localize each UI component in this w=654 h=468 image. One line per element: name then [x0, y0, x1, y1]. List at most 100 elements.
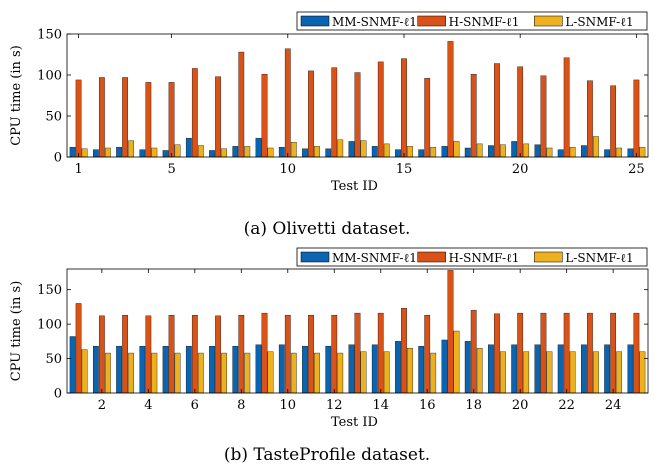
legend-olivetti: MM-SNMF-ℓ1 H-SNMF-ℓ1 L-SNMF-ℓ1	[296, 11, 648, 31]
bar-mm-snmf-l1-test-20	[511, 344, 518, 394]
x-tick-label: 2	[98, 398, 106, 413]
bar-l-snmf-l1-test-19	[500, 144, 506, 158]
x-ticks-tasteprofile: 2 4 6 8 10 12 14 16 18 20 22 24	[98, 269, 621, 413]
bar-l-snmf-l1-test-22	[569, 146, 576, 158]
legend-swatch-l-snmf-l1	[534, 251, 563, 263]
bars-olivetti	[69, 41, 646, 158]
bar-mm-snmf-l1-test-1	[69, 146, 76, 158]
bar-l-snmf-l1-test-7	[221, 148, 227, 158]
bar-h-snmf-l1-test-8	[238, 314, 245, 394]
bar-l-snmf-l1-test-13	[360, 351, 367, 394]
bar-mm-snmf-l1-test-11	[302, 148, 308, 158]
bar-h-snmf-l1-test-11	[308, 314, 314, 394]
y-tick-label: 100	[37, 318, 62, 333]
legend-label-mm-snmf-l1: MM-SNMF-ℓ1	[332, 15, 417, 29]
bar-l-snmf-l1-test-2	[104, 352, 111, 394]
bar-mm-snmf-l1-test-17	[441, 339, 448, 394]
bar-h-snmf-l1-test-19	[494, 63, 500, 158]
bar-mm-snmf-l1-test-14	[371, 344, 378, 394]
bar-mm-snmf-l1-test-12	[325, 345, 332, 394]
bar-mm-snmf-l1-test-23	[581, 145, 587, 158]
bar-h-snmf-l1-test-3	[122, 314, 128, 394]
bar-l-snmf-l1-test-9	[267, 351, 274, 394]
bar-l-snmf-l1-test-13	[360, 140, 367, 158]
bar-l-snmf-l1-test-11	[314, 146, 320, 158]
bar-mm-snmf-l1-test-6	[185, 345, 192, 394]
bar-h-snmf-l1-test-3	[122, 77, 128, 158]
bar-l-snmf-l1-test-18	[476, 143, 483, 158]
bar-h-snmf-l1-test-19	[494, 313, 500, 394]
bar-l-snmf-l1-test-20	[523, 351, 530, 394]
legend-swatch-l-snmf-l1	[534, 15, 563, 27]
bar-h-snmf-l1-test-9	[261, 312, 268, 394]
bar-mm-snmf-l1-test-7	[209, 345, 215, 394]
x-tick-label: 14	[372, 398, 389, 413]
bar-h-snmf-l1-test-6	[191, 68, 198, 158]
bar-l-snmf-l1-test-15	[407, 348, 413, 394]
bar-h-snmf-l1-test-17	[447, 41, 454, 158]
bar-mm-snmf-l1-test-24	[604, 149, 611, 158]
x-tick-label: 6	[191, 398, 199, 413]
bar-h-snmf-l1-test-20	[517, 66, 524, 158]
bar-l-snmf-l1-test-24	[616, 147, 623, 158]
bar-mm-snmf-l1-test-19	[488, 145, 494, 158]
bar-l-snmf-l1-test-12	[337, 139, 344, 158]
x-tick-label: 1	[74, 162, 82, 177]
y-tick-label: 0	[54, 151, 62, 166]
bar-mm-snmf-l1-test-8	[232, 146, 239, 158]
bar-h-snmf-l1-test-23	[587, 80, 593, 158]
legend-swatch-h-snmf-l1	[417, 251, 446, 263]
bar-mm-snmf-l1-test-15	[395, 341, 401, 394]
bar-l-snmf-l1-test-6	[197, 145, 204, 158]
bar-l-snmf-l1-test-1	[81, 349, 88, 394]
bar-mm-snmf-l1-test-16	[418, 149, 425, 158]
bar-l-snmf-l1-test-5	[174, 352, 181, 394]
bar-h-snmf-l1-test-24	[610, 312, 617, 394]
bar-mm-snmf-l1-test-11	[302, 345, 308, 394]
bar-mm-snmf-l1-test-2	[92, 149, 99, 158]
bar-h-snmf-l1-test-17	[447, 270, 454, 394]
bar-l-snmf-l1-test-15	[407, 146, 413, 158]
bar-mm-snmf-l1-test-5	[162, 150, 169, 158]
x-tick-label: 8	[237, 398, 245, 413]
bar-mm-snmf-l1-test-25	[627, 148, 634, 158]
bar-mm-snmf-l1-test-22	[557, 344, 564, 394]
bar-h-snmf-l1-test-12	[331, 67, 338, 158]
bar-l-snmf-l1-test-14	[383, 143, 390, 158]
x-tick-label: 10	[280, 162, 297, 177]
bar-mm-snmf-l1-test-10	[278, 344, 285, 394]
bar-h-snmf-l1-test-2	[98, 77, 105, 158]
x-tick-label: 25	[628, 162, 645, 177]
y-tick-label: 0	[54, 387, 62, 402]
x-tick-label: 5	[167, 162, 175, 177]
legend-swatch-h-snmf-l1	[417, 15, 446, 27]
bar-h-snmf-l1-test-20	[517, 312, 524, 394]
x-tick-label: 18	[465, 398, 482, 413]
bar-h-snmf-l1-test-5	[168, 314, 175, 394]
bar-h-snmf-l1-test-24	[610, 85, 617, 158]
bar-l-snmf-l1-test-22	[569, 351, 576, 394]
bar-h-snmf-l1-test-14	[377, 61, 384, 158]
bar-mm-snmf-l1-test-4	[139, 345, 146, 394]
bar-mm-snmf-l1-test-21	[534, 144, 541, 158]
caption-olivetti: (a) Olivetti dataset.	[244, 219, 411, 239]
bar-h-snmf-l1-test-7	[215, 315, 221, 394]
bar-l-snmf-l1-test-17	[453, 330, 460, 394]
bar-h-snmf-l1-test-15	[401, 308, 407, 394]
plot-frame-tasteprofile	[66, 268, 649, 394]
bar-h-snmf-l1-test-4	[145, 315, 152, 394]
x-tick-label: 20	[512, 398, 529, 413]
bar-h-snmf-l1-test-23	[587, 312, 593, 394]
bar-mm-snmf-l1-test-23	[581, 344, 587, 394]
bar-mm-snmf-l1-test-12	[325, 148, 332, 158]
bar-h-snmf-l1-test-6	[191, 314, 198, 394]
x-tick-label: 4	[144, 398, 152, 413]
bar-l-snmf-l1-test-25	[639, 146, 646, 158]
bar-l-snmf-l1-test-7	[221, 352, 227, 394]
y-ticks-olivetti: 0 50 100 150	[37, 28, 648, 166]
bar-l-snmf-l1-test-23	[593, 136, 599, 158]
bar-mm-snmf-l1-test-3	[116, 146, 122, 158]
bar-mm-snmf-l1-test-3	[116, 345, 122, 394]
